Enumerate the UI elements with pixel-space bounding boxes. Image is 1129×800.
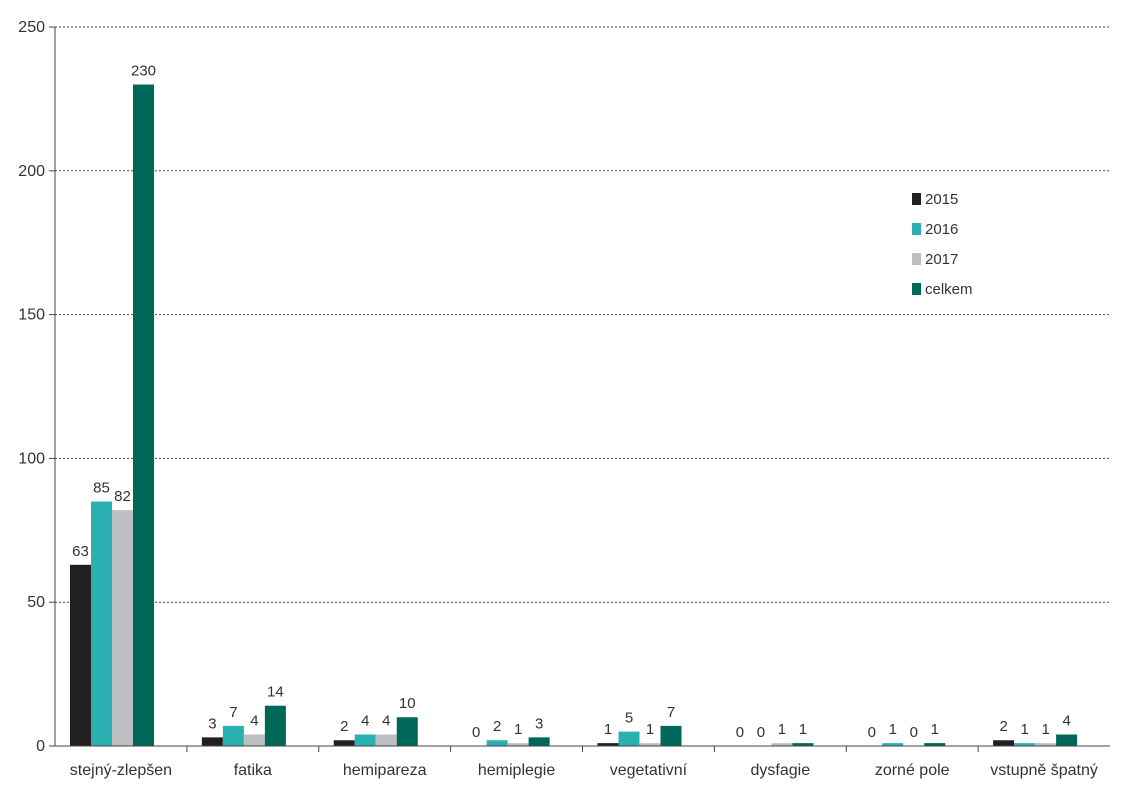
data-label: 4 (382, 712, 390, 729)
data-label: 0 (868, 724, 876, 741)
data-label: 0 (472, 724, 480, 741)
bar-2015-4 (597, 743, 619, 746)
data-label: 85 (93, 480, 110, 497)
bar-2015-1 (201, 737, 223, 746)
legend-label: 2016 (925, 221, 958, 238)
data-label: 1 (604, 721, 612, 738)
y-tick-label: 150 (18, 307, 45, 324)
data-label: 3 (535, 715, 543, 732)
x-tick-label: fatika (234, 762, 272, 779)
legend-swatch-2015 (912, 193, 921, 205)
y-tick-label: 0 (36, 738, 45, 755)
bar-celkem-4 (660, 725, 682, 746)
data-label: 63 (72, 543, 89, 560)
x-tick-label: dysfagie (751, 762, 811, 779)
data-label: 4 (361, 712, 369, 729)
bar-2016-1 (222, 725, 244, 746)
data-label: 1 (514, 721, 522, 738)
bar-2015-7 (993, 740, 1015, 746)
y-axis: 0 50 100 150 200 250 (18, 19, 56, 755)
data-label: 2 (999, 718, 1007, 735)
bar-2016-0 (91, 501, 112, 746)
data-label: 0 (736, 724, 744, 741)
data-label: 10 (399, 695, 416, 712)
legend: 2015 2016 2017 celkem (912, 191, 973, 298)
data-label: 82 (114, 488, 131, 505)
bar-celkem-7 (1056, 734, 1078, 746)
data-label: 7 (667, 704, 675, 721)
data-label: 1 (931, 721, 939, 738)
data-label: 4 (250, 712, 258, 729)
x-tick-label: vstupně špatný (990, 762, 1098, 779)
data-label: 14 (267, 684, 284, 701)
data-label: 2 (493, 718, 501, 735)
x-tick-label: vegetativní (610, 762, 688, 779)
bar-2016-3 (486, 740, 508, 746)
bar-celkem-2 (396, 717, 418, 746)
legend-swatch-2016 (912, 223, 921, 235)
data-label: 230 (131, 63, 156, 80)
legend-label: 2017 (925, 251, 958, 268)
data-label: 1 (1041, 721, 1049, 738)
bar-2016-7 (1014, 743, 1036, 746)
data-label: 4 (1062, 712, 1070, 729)
data-label: 0 (757, 724, 765, 741)
bar-2017-4 (639, 743, 661, 746)
y-tick-label: 200 (18, 163, 45, 180)
bar-2017-0 (112, 510, 133, 746)
data-label: 3 (208, 715, 216, 732)
data-label: 2 (340, 718, 348, 735)
bar-celkem-0 (133, 84, 154, 746)
x-axis: stejný-zlepšen fatika hemipareza hemiplegie… (55, 745, 1110, 779)
data-label: 1 (778, 721, 786, 738)
legend-label: celkem (925, 281, 973, 298)
bar-celkem-6 (924, 743, 946, 746)
legend-swatch-celkem (912, 283, 921, 295)
bar-2017-2 (375, 734, 397, 746)
bar-2017-1 (243, 734, 265, 746)
bar-2015-2 (333, 740, 355, 746)
data-label: 1 (889, 721, 897, 738)
x-tick-label: zorné pole (875, 762, 950, 779)
bar-2017-7 (1035, 743, 1057, 746)
data-label: 1 (1020, 721, 1028, 738)
bar-2017-3 (507, 743, 529, 746)
x-tick-label: hemipareza (343, 762, 427, 779)
legend-swatch-2017 (912, 253, 921, 265)
x-tick-label: stejný-zlepšen (70, 762, 172, 779)
y-tick-label: 250 (18, 19, 45, 36)
data-label: 0 (910, 724, 918, 741)
data-label: 5 (625, 710, 633, 727)
data-label: 1 (799, 721, 807, 738)
data-label: 7 (229, 704, 237, 721)
bar-2015-0 (70, 564, 91, 746)
bar-2016-2 (354, 734, 376, 746)
bar-celkem-1 (264, 705, 286, 746)
x-tick-label: hemiplegie (478, 762, 555, 779)
data-label: 1 (646, 721, 654, 738)
y-tick-label: 100 (18, 450, 45, 467)
bars (70, 84, 1078, 746)
bar-2016-6 (882, 743, 904, 746)
bar-2017-5 (771, 743, 793, 746)
y-tick-label: 50 (27, 594, 45, 611)
bar-celkem-5 (792, 743, 814, 746)
bar-celkem-3 (528, 737, 550, 746)
grid-lines (55, 26, 1110, 603)
legend-label: 2015 (925, 191, 958, 208)
bar-2016-4 (618, 731, 640, 746)
